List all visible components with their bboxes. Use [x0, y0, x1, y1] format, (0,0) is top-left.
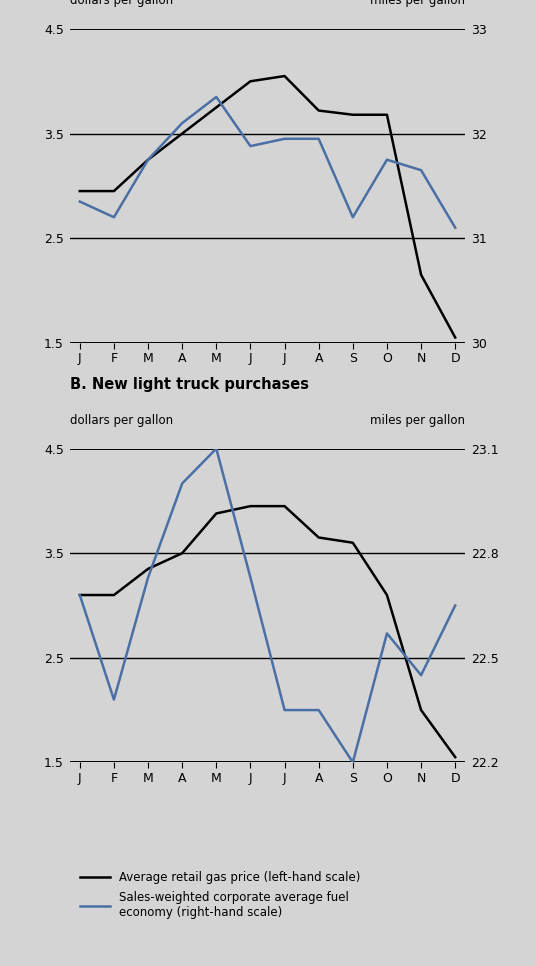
- Text: dollars per gallon: dollars per gallon: [70, 0, 173, 7]
- Text: miles per gallon: miles per gallon: [370, 0, 465, 7]
- Text: dollars per gallon: dollars per gallon: [70, 413, 173, 427]
- Text: miles per gallon: miles per gallon: [370, 413, 465, 427]
- Legend: Average retail gas price (left-hand scale), Sales-weighted corporate average fue: Average retail gas price (left-hand scal…: [75, 867, 365, 923]
- Text: B. New light truck purchases: B. New light truck purchases: [70, 377, 309, 392]
